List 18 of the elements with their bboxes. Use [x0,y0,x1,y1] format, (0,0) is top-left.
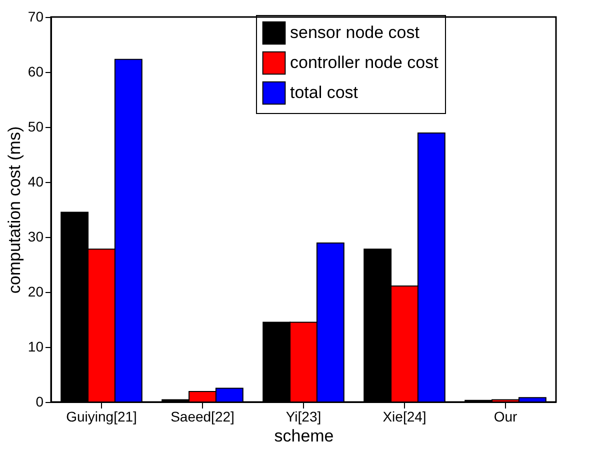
legend-label: sensor node cost [290,23,420,42]
y-tick-label: 30 [28,228,44,244]
y-tick-label: 10 [28,338,44,354]
x-tick-label: Yi[23] [286,408,322,424]
y-tick-label: 70 [28,8,44,24]
x-tick-label: Guiying[21] [66,408,137,424]
legend-label: controller node cost [290,53,439,72]
x-tick-label: Our [494,408,518,424]
x-tick-label: Xie[24] [382,408,426,424]
y-tick-label: 60 [28,64,44,80]
y-tick-label: 20 [28,284,44,300]
legend-label: total cost [290,83,358,102]
y-tick-label: 40 [28,174,44,190]
x-tick-label: Saeed[22] [170,408,234,424]
y-tick-label: 0 [36,394,44,410]
y-tick-label: 50 [28,118,44,134]
x-axis-title: scheme [274,426,334,446]
y-axis-title: computation cost (ms) [4,126,24,294]
